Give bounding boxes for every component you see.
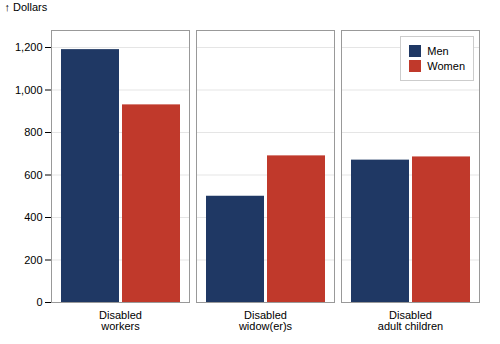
svg-text:200: 200 [24, 254, 42, 266]
svg-text:↑ Dollars: ↑ Dollars [5, 1, 48, 13]
svg-text:Disabledadult children: Disabledadult children [378, 309, 443, 332]
html-text:Men: Men [427, 45, 449, 57]
html-text:Women: Women [427, 60, 465, 72]
svg-text:1,200: 1,200 [15, 41, 43, 53]
svg-text:800: 800 [24, 126, 42, 138]
svg-text:Disabledwidow(er)s: Disabledwidow(er)s [238, 309, 293, 332]
svg-text:1,000: 1,000 [15, 84, 43, 96]
svg-text:0: 0 [36, 296, 42, 308]
svg-text:Disabledworkers: Disabledworkers [99, 309, 142, 332]
svg-text:400: 400 [24, 211, 42, 223]
svg-text:600: 600 [24, 169, 42, 181]
